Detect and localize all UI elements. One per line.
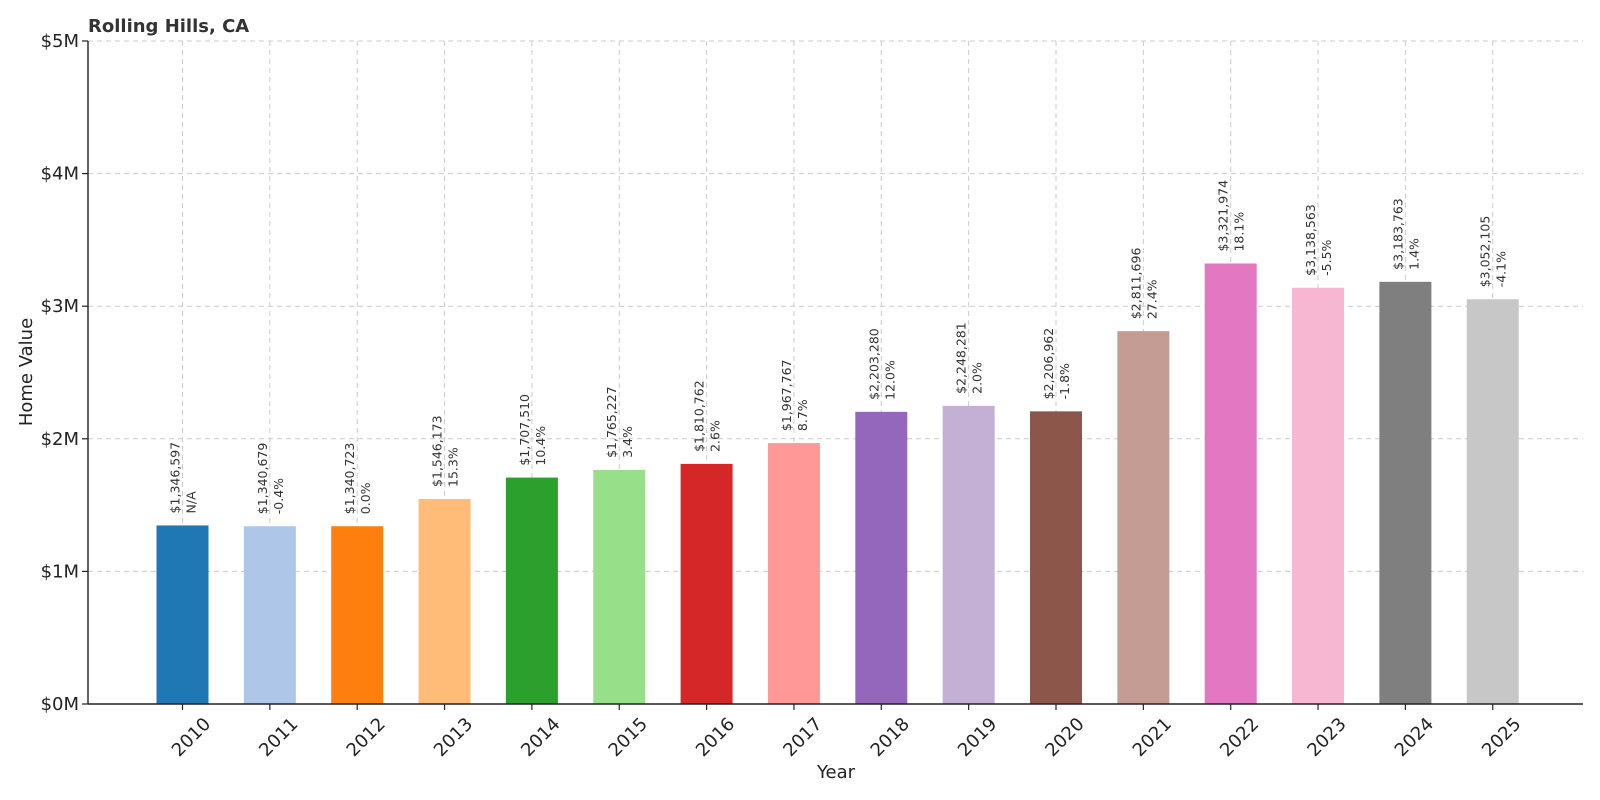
x-tick-label: 2015 bbox=[605, 714, 652, 761]
bar-labels: $1,346,597 N/A $1,340,679 -0.4% $1,340,723 0.… bbox=[168, 180, 1509, 514]
y-axis-label: Home Value bbox=[16, 318, 37, 426]
bar-value-label: $1,546,173 bbox=[430, 415, 445, 487]
y-axis-ticks: $0M $1M $2M $3M $4M $5M bbox=[41, 31, 88, 715]
bar-change-label: 18.1% bbox=[1232, 212, 1247, 252]
bar-2023 bbox=[1292, 287, 1345, 704]
y-tick-label: $5M bbox=[41, 31, 79, 52]
bar-value-label: $1,707,510 bbox=[517, 394, 532, 466]
bar-value-label: $1,340,723 bbox=[342, 443, 357, 515]
bar-value-label: $1,810,762 bbox=[692, 380, 707, 452]
bar-2012 bbox=[331, 526, 384, 704]
bar-change-label: 0.0% bbox=[358, 482, 373, 514]
bar-2025 bbox=[1466, 299, 1519, 704]
x-tick-label: 2014 bbox=[517, 714, 564, 761]
bar-2013 bbox=[418, 498, 471, 704]
bar-2015 bbox=[593, 469, 646, 704]
bar-change-label: 8.7% bbox=[795, 399, 810, 431]
bar-value-label: $2,248,281 bbox=[954, 322, 969, 394]
bar-2018 bbox=[855, 411, 908, 704]
bar-change-label: 27.4% bbox=[1144, 279, 1159, 319]
bar-value-label: $3,052,105 bbox=[1478, 216, 1493, 288]
x-tick-label: 2025 bbox=[1478, 714, 1525, 761]
bar-change-label: N/A bbox=[184, 491, 199, 514]
bar-change-label: 15.3% bbox=[446, 447, 461, 487]
bar-2016 bbox=[680, 463, 733, 704]
bar-value-label: $3,321,974 bbox=[1216, 180, 1231, 252]
bar-2010 bbox=[156, 525, 209, 704]
x-tick-label: 2013 bbox=[430, 714, 477, 761]
bar-change-label: -5.5% bbox=[1319, 239, 1334, 275]
bar-2021 bbox=[1117, 331, 1170, 704]
bar-value-label: $2,811,696 bbox=[1128, 248, 1143, 320]
x-tick-label: 2024 bbox=[1391, 714, 1438, 761]
bar-change-label: -1.8% bbox=[1057, 363, 1072, 399]
bar-change-label: 3.4% bbox=[620, 426, 635, 458]
bar-2011 bbox=[243, 526, 296, 704]
bar-change-label: 2.0% bbox=[970, 362, 985, 394]
y-tick-label: $3M bbox=[41, 296, 79, 317]
bar-2017 bbox=[767, 443, 820, 704]
x-axis-label: Year bbox=[816, 762, 856, 783]
bar-value-label: $3,183,763 bbox=[1390, 198, 1405, 270]
x-axis-ticks: 2010 2011 2012 2013 2014 2015 2016 2017 2018 2019… bbox=[168, 704, 1525, 761]
bar-2014 bbox=[505, 477, 558, 704]
axes bbox=[87, 41, 1583, 705]
bar-2022 bbox=[1204, 263, 1257, 704]
bar-change-label: 10.4% bbox=[533, 426, 548, 466]
bar-change-label: 2.6% bbox=[708, 420, 723, 452]
bar-value-label: $3,138,563 bbox=[1303, 204, 1318, 276]
bar-change-label: -4.1% bbox=[1494, 251, 1509, 287]
bar-change-label: 1.4% bbox=[1406, 238, 1421, 270]
grid bbox=[88, 40, 1583, 704]
x-tick-label: 2016 bbox=[692, 714, 739, 761]
bar-value-label: $1,346,597 bbox=[168, 442, 183, 514]
x-tick-label: 2019 bbox=[954, 714, 1001, 761]
y-tick-label: $2M bbox=[41, 429, 79, 450]
x-tick-label: 2023 bbox=[1303, 714, 1350, 761]
x-tick-label: 2011 bbox=[255, 714, 302, 761]
y-tick-label: $0M bbox=[41, 694, 79, 715]
bar-2024 bbox=[1379, 281, 1432, 704]
x-tick-label: 2017 bbox=[779, 714, 826, 761]
chart-title: Rolling Hills, CA bbox=[88, 16, 249, 37]
bar-2019 bbox=[942, 405, 995, 704]
y-tick-label: $4M bbox=[41, 164, 79, 185]
bar-change-label: -0.4% bbox=[271, 478, 286, 514]
x-tick-label: 2021 bbox=[1129, 714, 1176, 761]
bar-2020 bbox=[1030, 411, 1082, 704]
x-tick-label: 2018 bbox=[867, 714, 914, 761]
bar-change-label: 12.0% bbox=[882, 360, 897, 400]
bar-value-label: $1,765,227 bbox=[604, 386, 619, 458]
bar-value-label: $2,203,280 bbox=[866, 328, 881, 400]
bar-value-label: $1,967,767 bbox=[779, 359, 794, 431]
bar-value-label: $2,206,962 bbox=[1041, 328, 1056, 400]
x-tick-label: 2012 bbox=[343, 714, 390, 761]
bars bbox=[156, 263, 1519, 704]
y-tick-label: $1M bbox=[41, 561, 79, 582]
x-tick-label: 2010 bbox=[168, 714, 215, 761]
bar-value-label: $1,340,679 bbox=[255, 443, 270, 515]
x-tick-label: 2020 bbox=[1041, 714, 1088, 761]
x-tick-label: 2022 bbox=[1216, 714, 1263, 761]
